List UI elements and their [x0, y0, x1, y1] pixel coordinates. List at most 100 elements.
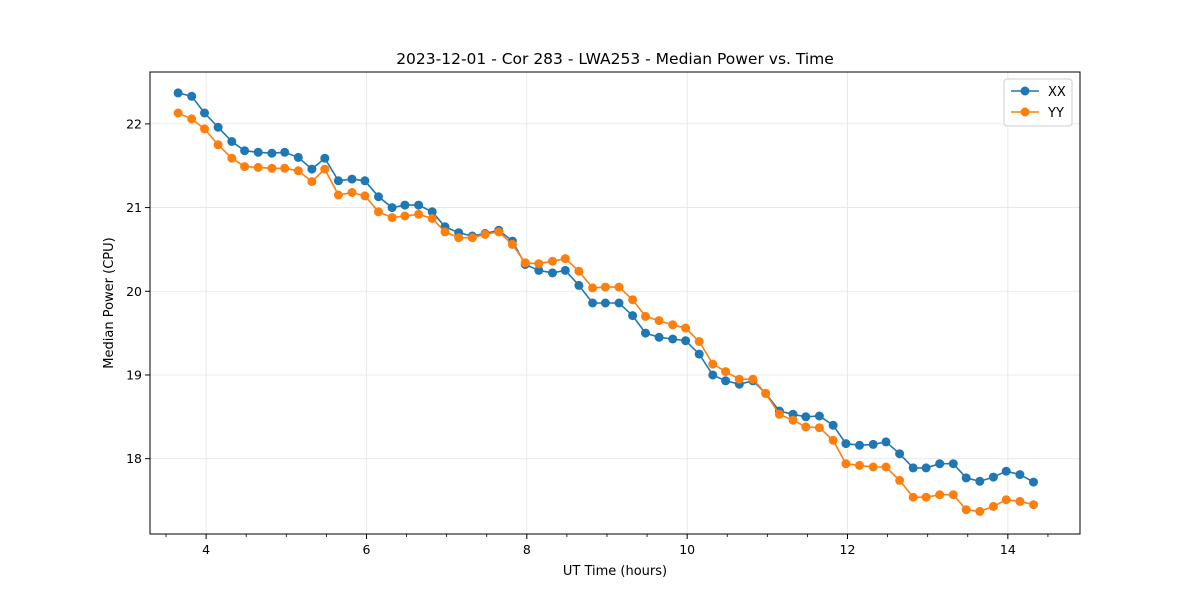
series-yy-point [975, 506, 985, 516]
series-yy-point [654, 316, 664, 326]
series-yy-point [320, 164, 330, 174]
series-yy-point [788, 415, 798, 425]
series-yy-point [280, 163, 290, 173]
series-xx-point [293, 152, 303, 162]
series-xx-point [975, 476, 985, 486]
series-xx-point [668, 334, 678, 344]
series-yy-point [414, 209, 424, 219]
series-xx-point [387, 203, 397, 213]
legend-xx-marker [1020, 86, 1030, 96]
series-yy-point [1015, 496, 1025, 506]
series-yy-point [988, 501, 998, 511]
series-yy-point [507, 239, 517, 249]
series-xx-point [654, 332, 664, 342]
grid-lines [150, 72, 1080, 534]
series-yy-point [588, 283, 598, 293]
series-xx-point [333, 176, 343, 186]
series-yy-point [841, 459, 851, 469]
series-yy-point [480, 229, 490, 239]
series-xx-point [548, 268, 557, 278]
series-yy-point [828, 435, 838, 445]
y-tick-label: 19 [126, 367, 142, 382]
axis-ticks: 4 6 8 10 12 14 18 19 20 21 22 [126, 116, 1049, 557]
series-xx-point [908, 463, 918, 473]
x-tick-label: 4 [202, 542, 210, 557]
series-xx-point [814, 411, 824, 421]
series-yy-point [293, 166, 303, 176]
series-yy-point [520, 258, 530, 268]
series-yy-point [240, 162, 250, 172]
series-yy-point [360, 191, 370, 201]
series-xx-point [374, 192, 383, 202]
series-yy-point [427, 214, 437, 223]
series-yy-point [681, 323, 691, 333]
y-tick-label: 18 [126, 451, 142, 466]
chart-title: 2023-12-01 - Cor 283 - LWA253 - Median P… [396, 50, 834, 68]
series-xx-point [895, 449, 905, 459]
series-xx-point [187, 91, 197, 101]
series-yy-point [1029, 500, 1038, 510]
series-yy-point [267, 163, 277, 173]
series-xx-point [1029, 477, 1038, 487]
series-yy-point [307, 177, 317, 187]
series-yy-point [868, 462, 878, 472]
series-xx-point [360, 176, 370, 186]
series-xx-point [400, 200, 410, 210]
series-xx-point [267, 148, 277, 158]
plot-area-frame [149, 71, 1081, 535]
series-xx-point [414, 200, 424, 210]
x-tick-label: 6 [362, 542, 370, 557]
series-xx-point [560, 265, 570, 275]
series-xx-point [641, 328, 650, 338]
series-yy-point [387, 213, 397, 223]
series-xx-point [614, 298, 624, 308]
series-yy-point [467, 233, 477, 243]
series-yy-point [200, 124, 209, 134]
x-tick-label: 8 [523, 542, 531, 557]
series-yy-point [440, 227, 450, 237]
series-xx-point [427, 207, 437, 217]
series-xx-point [240, 146, 250, 156]
series-xx-point [320, 153, 330, 163]
series-yy-point [187, 114, 197, 124]
x-tick-label: 10 [679, 542, 695, 557]
series-xx-point [574, 280, 584, 290]
series-yy-point [855, 460, 864, 470]
series-xx-point [588, 298, 598, 308]
legend-yy-label: YY [1047, 106, 1064, 121]
series-yy-point [881, 462, 891, 472]
series-yy-point [213, 140, 223, 150]
y-tick-label: 20 [126, 284, 142, 299]
series-yy-point [908, 492, 918, 502]
series-yy-point [400, 211, 410, 221]
series-xx-point [708, 370, 718, 380]
y-tick-label: 21 [126, 200, 142, 215]
series-yy-point [494, 227, 504, 237]
series-xx-point [828, 420, 838, 430]
series-yy-point [173, 108, 183, 118]
series-xx-point [681, 336, 691, 346]
series-yy-point [253, 162, 263, 172]
series-yy-point [801, 422, 811, 432]
series-xx-point [721, 376, 731, 386]
series-yy-point [548, 256, 557, 266]
series-xx-point [173, 88, 183, 98]
series-yy-point [935, 490, 945, 500]
series-yy-point [600, 282, 610, 292]
series-yy-point [748, 374, 758, 384]
legend-xx-label: XX [1048, 85, 1066, 100]
series-yy-point [961, 505, 971, 515]
series-xx-point [200, 108, 209, 118]
x-tick-label: 14 [1000, 542, 1016, 557]
series-yy-point [374, 207, 383, 217]
series-xx-point [961, 473, 971, 483]
x-tick-label: 12 [840, 542, 856, 557]
series-yy-point [614, 282, 624, 292]
series-xx-point [307, 164, 317, 174]
series-xx-point [921, 463, 931, 473]
series-xx-point [841, 439, 851, 449]
series-yy-point [454, 233, 464, 243]
series-yy-point [574, 266, 584, 276]
